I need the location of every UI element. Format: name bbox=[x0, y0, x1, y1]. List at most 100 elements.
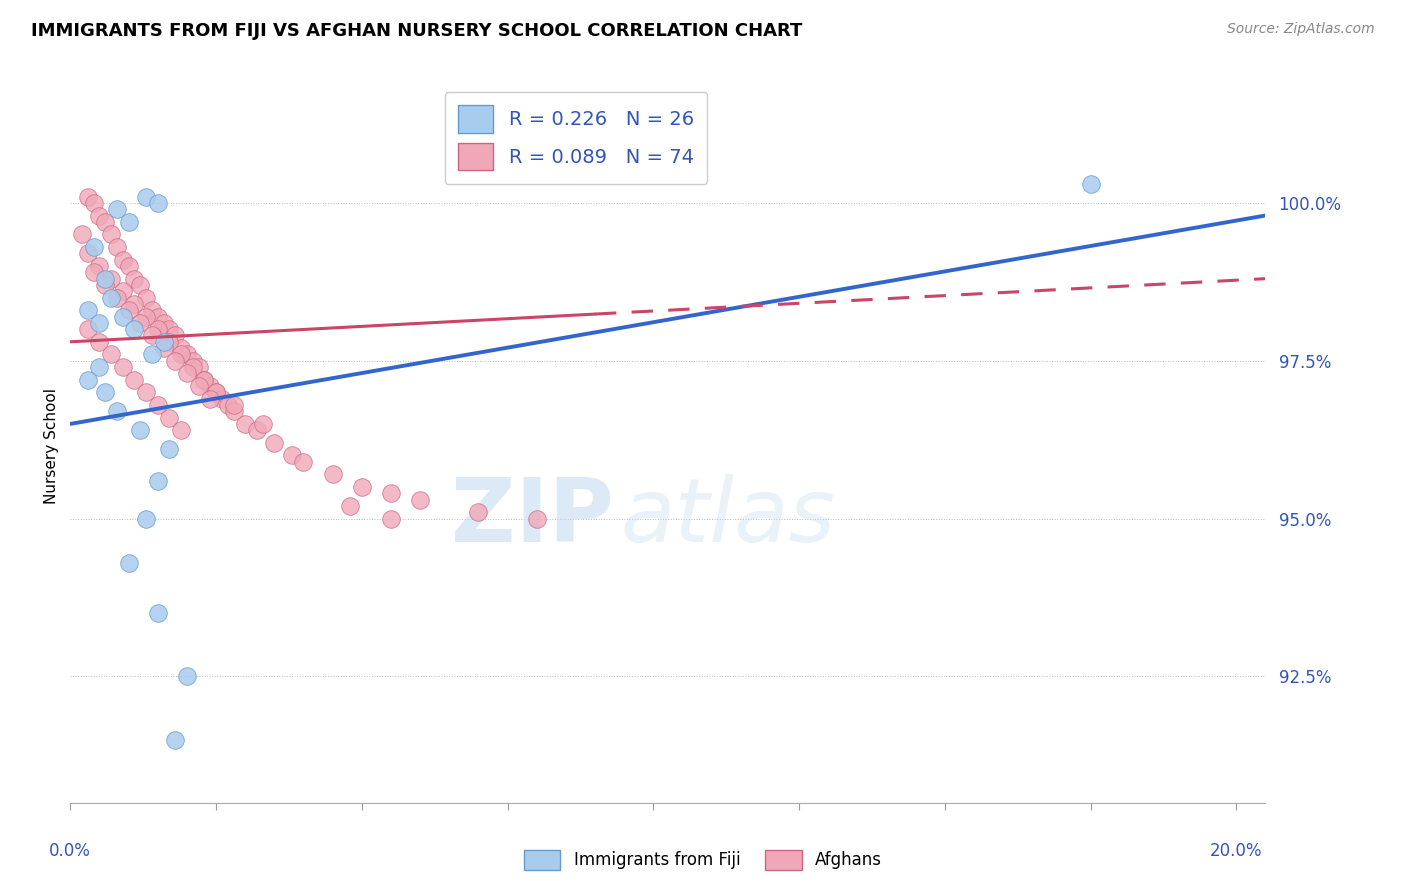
Point bbox=[467, 505, 489, 519]
Point bbox=[100, 227, 122, 242]
Point bbox=[117, 556, 139, 570]
Point bbox=[152, 334, 174, 349]
Point bbox=[129, 316, 152, 330]
Point bbox=[89, 259, 111, 273]
Point bbox=[111, 285, 134, 299]
Point bbox=[83, 240, 105, 254]
Point bbox=[380, 511, 402, 525]
Point bbox=[200, 379, 222, 393]
Point bbox=[135, 511, 157, 525]
Point bbox=[187, 379, 209, 393]
Point bbox=[193, 373, 215, 387]
Point bbox=[181, 353, 204, 368]
Text: 20.0%: 20.0% bbox=[1211, 842, 1263, 860]
Point bbox=[246, 423, 269, 437]
Point bbox=[157, 322, 180, 336]
Point bbox=[135, 291, 157, 305]
Point bbox=[176, 669, 198, 683]
Point bbox=[94, 385, 117, 400]
Point bbox=[157, 442, 180, 457]
Point bbox=[157, 410, 180, 425]
Legend: Immigrants from Fiji, Afghans: Immigrants from Fiji, Afghans bbox=[517, 843, 889, 877]
Point bbox=[281, 449, 304, 463]
Point bbox=[117, 259, 139, 273]
Point bbox=[100, 271, 122, 285]
Point bbox=[146, 322, 169, 336]
Point bbox=[105, 202, 128, 217]
Point bbox=[233, 417, 256, 431]
Point bbox=[146, 474, 169, 488]
Text: IMMIGRANTS FROM FIJI VS AFGHAN NURSERY SCHOOL CORRELATION CHART: IMMIGRANTS FROM FIJI VS AFGHAN NURSERY S… bbox=[31, 22, 803, 40]
Point bbox=[222, 404, 245, 418]
Point bbox=[146, 398, 169, 412]
Point bbox=[165, 328, 187, 343]
Point bbox=[1080, 177, 1102, 191]
Point bbox=[100, 291, 122, 305]
Point bbox=[129, 423, 152, 437]
Point bbox=[165, 732, 187, 747]
Point bbox=[141, 303, 163, 318]
Point bbox=[152, 316, 174, 330]
Point bbox=[76, 189, 98, 203]
Point bbox=[141, 328, 163, 343]
Point bbox=[105, 291, 128, 305]
Point bbox=[100, 347, 122, 361]
Point bbox=[135, 385, 157, 400]
Point bbox=[222, 398, 245, 412]
Point bbox=[135, 189, 157, 203]
Point bbox=[105, 240, 128, 254]
Text: 0.0%: 0.0% bbox=[49, 842, 91, 860]
Text: ZIP: ZIP bbox=[451, 474, 614, 561]
Point bbox=[322, 467, 344, 482]
Point bbox=[205, 385, 228, 400]
Point bbox=[526, 511, 548, 525]
Point bbox=[94, 215, 117, 229]
Point bbox=[83, 265, 105, 279]
Point bbox=[217, 398, 239, 412]
Point bbox=[157, 334, 180, 349]
Point bbox=[152, 341, 174, 355]
Point bbox=[146, 195, 169, 210]
Point bbox=[124, 297, 146, 311]
Point bbox=[292, 455, 315, 469]
Y-axis label: Nursery School: Nursery School bbox=[44, 388, 59, 504]
Point bbox=[141, 347, 163, 361]
Point bbox=[124, 271, 146, 285]
Point bbox=[176, 367, 198, 381]
Point bbox=[380, 486, 402, 500]
Point bbox=[117, 303, 139, 318]
Point bbox=[111, 360, 134, 375]
Point bbox=[76, 322, 98, 336]
Text: Source: ZipAtlas.com: Source: ZipAtlas.com bbox=[1227, 22, 1375, 37]
Point bbox=[263, 435, 285, 450]
Point bbox=[146, 607, 169, 621]
Point bbox=[76, 246, 98, 260]
Point bbox=[205, 385, 228, 400]
Point bbox=[170, 423, 193, 437]
Point bbox=[200, 392, 222, 406]
Point bbox=[117, 215, 139, 229]
Point bbox=[193, 373, 215, 387]
Point bbox=[89, 209, 111, 223]
Point bbox=[176, 347, 198, 361]
Point bbox=[76, 373, 98, 387]
Point bbox=[187, 360, 209, 375]
Point bbox=[105, 404, 128, 418]
Point bbox=[89, 334, 111, 349]
Point bbox=[339, 499, 361, 513]
Point bbox=[111, 252, 134, 267]
Point bbox=[135, 310, 157, 324]
Point bbox=[165, 353, 187, 368]
Point bbox=[76, 303, 98, 318]
Point bbox=[146, 310, 169, 324]
Point bbox=[124, 373, 146, 387]
Point bbox=[170, 341, 193, 355]
Point bbox=[350, 480, 373, 494]
Point bbox=[181, 360, 204, 375]
Point bbox=[70, 227, 93, 242]
Point bbox=[252, 417, 274, 431]
Point bbox=[129, 277, 152, 292]
Point bbox=[124, 322, 146, 336]
Point bbox=[89, 316, 111, 330]
Text: atlas: atlas bbox=[620, 475, 835, 560]
